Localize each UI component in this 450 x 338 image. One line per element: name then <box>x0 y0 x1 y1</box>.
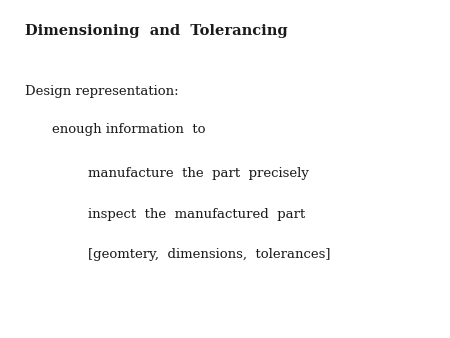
Text: [geomtery,  dimensions,  tolerances]: [geomtery, dimensions, tolerances] <box>88 248 330 261</box>
Text: Dimensioning  and  Tolerancing: Dimensioning and Tolerancing <box>25 24 288 38</box>
Text: Design representation:: Design representation: <box>25 84 178 97</box>
Text: inspect  the  manufactured  part: inspect the manufactured part <box>88 208 305 221</box>
Text: enough information  to: enough information to <box>52 123 205 136</box>
Text: manufacture  the  part  precisely: manufacture the part precisely <box>88 167 309 180</box>
